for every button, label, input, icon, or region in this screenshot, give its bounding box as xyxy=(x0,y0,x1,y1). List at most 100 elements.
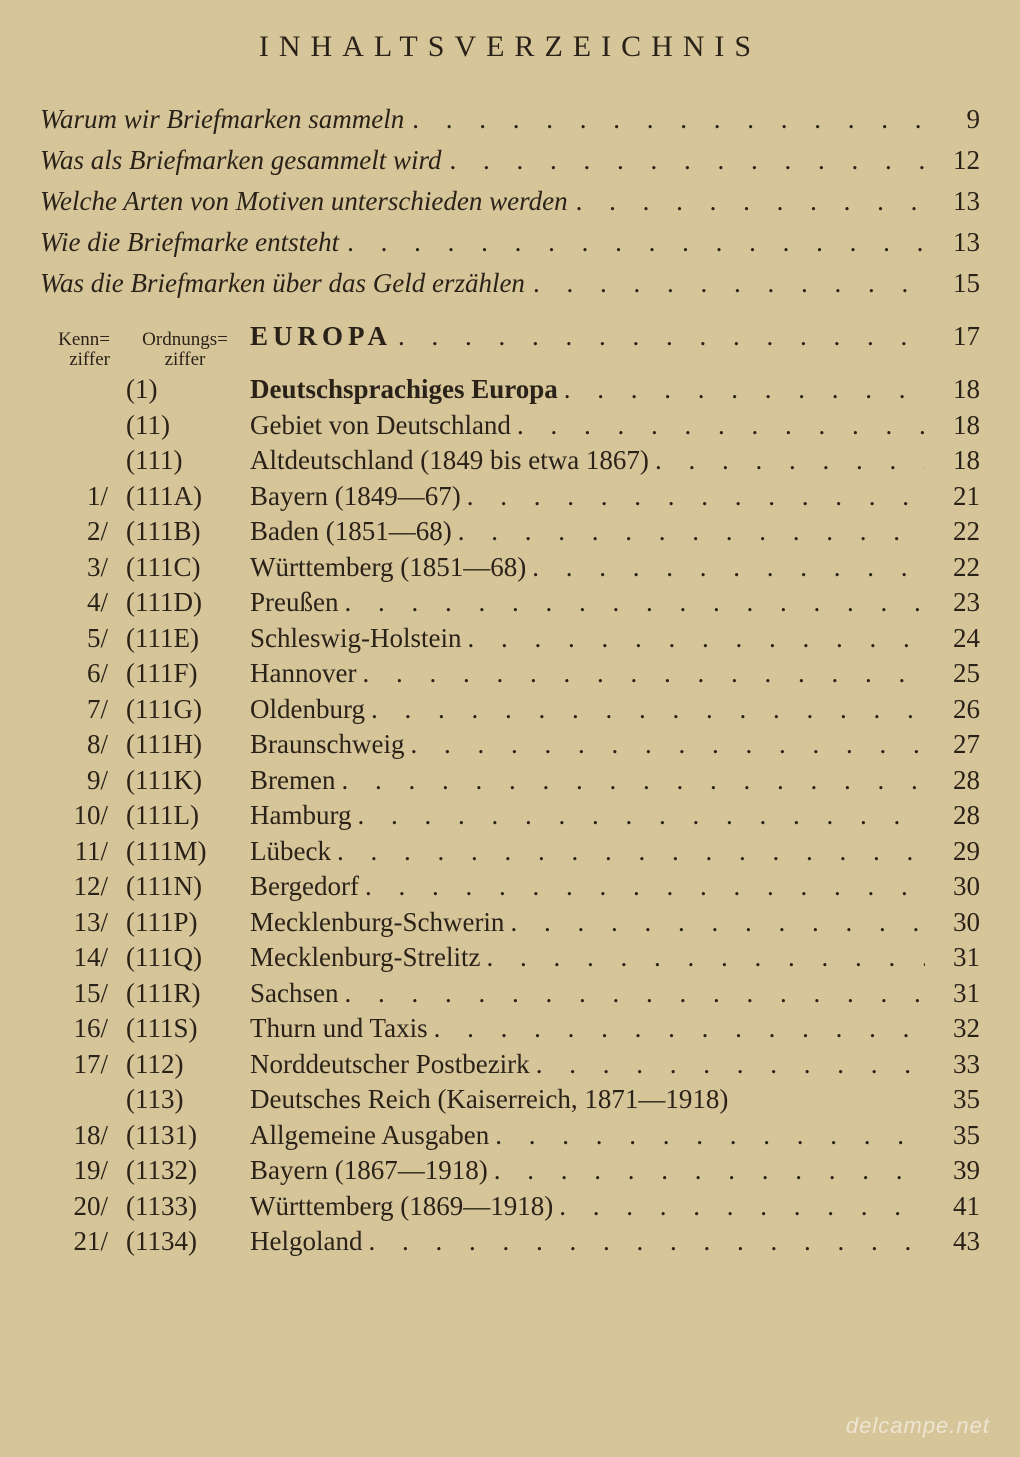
toc-page: 39 xyxy=(925,1155,980,1186)
toc-ord: (1132) xyxy=(120,1155,250,1186)
toc-page: 43 xyxy=(925,1226,980,1257)
toc-label: Bayern (1867—1918) xyxy=(250,1155,488,1186)
toc-label: Norddeutscher Postbezirk xyxy=(250,1049,530,1080)
toc-kenn: 11/ xyxy=(40,836,120,867)
leader-dots: . . . . . . . . . . . . . . . . . . . . … xyxy=(525,268,925,299)
leader-dots: . . . . . . . . . . . . . . . . . . . . … xyxy=(461,623,925,654)
toc-label: Deutschsprachiges Europa xyxy=(250,374,558,405)
toc-row: 21/(1134)Helgoland. . . . . . . . . . . … xyxy=(40,1226,980,1257)
toc-kenn: 16/ xyxy=(40,1013,120,1044)
intro-row: Was die Briefmarken über das Geld erzähl… xyxy=(40,268,980,299)
toc-kenn: 13/ xyxy=(40,907,120,938)
leader-dots: . . . . . . . . . . . . . . . . . . . . … xyxy=(488,1155,925,1186)
toc-ord: (1134) xyxy=(120,1226,250,1257)
toc-kenn: 5/ xyxy=(40,623,120,654)
intro-label: Welche Arten von Motiven unterschieden w… xyxy=(40,186,568,217)
toc-kenn: 12/ xyxy=(40,871,120,902)
leader-dots: . . . . . . . . . . . . . . . . . . . . … xyxy=(480,942,925,973)
toc-page: 27 xyxy=(925,729,980,760)
leader-dots: . . . . . . . . . . . . . . . . . . . . … xyxy=(649,445,925,476)
toc-row: 4/(111D)Preußen. . . . . . . . . . . . .… xyxy=(40,587,980,618)
leader-dots: . . . . . . . . . . . . . . . . . . . . … xyxy=(428,1013,925,1044)
toc-label: Allgemeine Ausgaben xyxy=(250,1120,489,1151)
leader-dots: . . . . . . . . . . . . . . . . . . . . … xyxy=(339,227,925,258)
intro-label: Warum wir Briefmarken sammeln xyxy=(40,104,404,135)
toc-ord: (111D) xyxy=(120,587,250,618)
toc-label: Schleswig-Holstein xyxy=(250,623,461,654)
toc-kenn: 2/ xyxy=(40,516,120,547)
toc-page: 29 xyxy=(925,836,980,867)
toc-ord: (111L) xyxy=(120,800,250,831)
toc-ord: (112) xyxy=(120,1049,250,1080)
toc-page: 28 xyxy=(925,765,980,796)
leader-dots: . . . . . . . . . . . . . . . . . . . . … xyxy=(335,765,925,796)
toc-page: 25 xyxy=(925,658,980,689)
toc-ord: (111R) xyxy=(120,978,250,1009)
toc-page: 30 xyxy=(925,907,980,938)
leader-dots: . . . . . . . . . . . . . . . . . . . . … xyxy=(356,658,925,689)
toc-row: 6/(111F)Hannover. . . . . . . . . . . . … xyxy=(40,658,980,689)
toc-ord: (11) xyxy=(120,410,250,441)
intro-section: Warum wir Briefmarken sammeln . . . . . … xyxy=(40,104,980,299)
toc-ord: (111S) xyxy=(120,1013,250,1044)
intro-page: 15 xyxy=(925,268,980,299)
leader-dots: . . . . . . . . . . . . . . . . . . . . … xyxy=(392,321,925,352)
toc-ord: (1) xyxy=(120,374,250,405)
toc-kenn: 18/ xyxy=(40,1120,120,1151)
leader-dots: . . . . . . . . . . . . . . . . . . . . … xyxy=(461,481,925,512)
toc-label: EUROPA xyxy=(250,321,392,352)
toc-row: (11)Gebiet von Deutschland. . . . . . . … xyxy=(40,410,980,441)
toc-kenn: 7/ xyxy=(40,694,120,725)
toc-ord: (111N) xyxy=(120,871,250,902)
toc-row: 7/(111G)Oldenburg. . . . . . . . . . . .… xyxy=(40,694,980,725)
leader-dots: . . . . . . . . . . . . . . . . . . . . … xyxy=(489,1120,925,1151)
toc-row: 8/(111H)Braunschweig. . . . . . . . . . … xyxy=(40,729,980,760)
toc-page: 28 xyxy=(925,800,980,831)
toc-label: Bayern (1849—67) xyxy=(250,481,461,512)
toc-kenn: 17/ xyxy=(40,1049,120,1080)
toc-label: Preußen xyxy=(250,587,338,618)
toc-row: 20/(1133)Württemberg (1869—1918). . . . … xyxy=(40,1191,980,1222)
toc-kenn: 14/ xyxy=(40,942,120,973)
toc-label: Thurn und Taxis xyxy=(250,1013,428,1044)
toc-ord: (111Q) xyxy=(120,942,250,973)
intro-label: Wie die Briefmarke entsteht xyxy=(40,227,339,258)
leader-dots: . . . . . . . . . . . . . . . . . . . . … xyxy=(530,1049,925,1080)
toc-row: 17/(112)Norddeutscher Postbezirk. . . . … xyxy=(40,1049,980,1080)
toc-label: Württemberg (1869—1918) xyxy=(250,1191,553,1222)
toc-label: Bremen xyxy=(250,765,335,796)
col-header-ord: Ordnungs=ziffer xyxy=(120,330,250,370)
toc-label: Baden (1851—68) xyxy=(250,516,452,547)
intro-page: 12 xyxy=(925,145,980,176)
toc-row: 18/(1131)Allgemeine Ausgaben. . . . . . … xyxy=(40,1120,980,1151)
intro-row: Was als Briefmarken gesammelt wird . . .… xyxy=(40,145,980,176)
toc-ord: (111P) xyxy=(120,907,250,938)
leader-dots: . . . . . . . . . . . . . . . . . . . . … xyxy=(452,516,925,547)
toc-label: Deutsches Reich (Kaiserreich, 1871—1918) xyxy=(250,1084,728,1115)
toc-ord: (111C) xyxy=(120,552,250,583)
toc-label: Braunschweig xyxy=(250,729,404,760)
toc-label: Lübeck xyxy=(250,836,331,867)
intro-row: Wie die Briefmarke entsteht . . . . . . … xyxy=(40,227,980,258)
toc-row: 9/(111K)Bremen. . . . . . . . . . . . . … xyxy=(40,765,980,796)
toc-page: 35 xyxy=(925,1084,980,1115)
toc-row: 11/(111M)Lübeck. . . . . . . . . . . . .… xyxy=(40,836,980,867)
leader-dots: . . . . . . . . . . . . . . . . . . . . … xyxy=(568,186,925,217)
toc-ord: (111) xyxy=(120,445,250,476)
toc-page: 22 xyxy=(925,552,980,583)
toc-ord: (111G) xyxy=(120,694,250,725)
toc-row: 3/(111C)Württemberg (1851—68). . . . . .… xyxy=(40,552,980,583)
toc-table: Kenn=ziffer Ordnungs=ziffer EUROPA . . .… xyxy=(40,321,980,1257)
leader-dots: . . . . . . . . . . . . . . . . . . . . … xyxy=(365,694,925,725)
toc-ord: (111E) xyxy=(120,623,250,654)
toc-kenn: 21/ xyxy=(40,1226,120,1257)
leader-dots: . . . . . . . . . . . . . . . . . . . . … xyxy=(331,836,925,867)
toc-header-row: Kenn=ziffer Ordnungs=ziffer EUROPA . . .… xyxy=(40,321,980,370)
toc-kenn: 9/ xyxy=(40,765,120,796)
toc-page: 26 xyxy=(925,694,980,725)
toc-kenn: 10/ xyxy=(40,800,120,831)
toc-page: 30 xyxy=(925,871,980,902)
leader-dots: . . . . . . . . . . . . . . . . . . . . … xyxy=(338,978,925,1009)
toc-ord: (111A) xyxy=(120,481,250,512)
toc-ord: (111M) xyxy=(120,836,250,867)
